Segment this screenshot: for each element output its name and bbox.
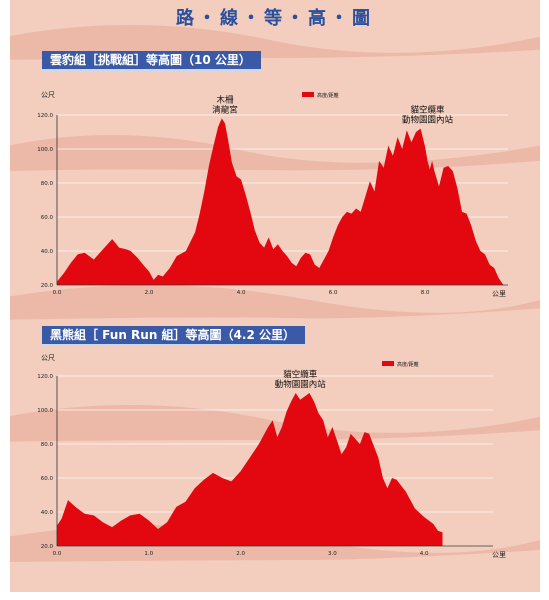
- x-tick-label: 4.0: [237, 290, 246, 296]
- y-tick-label: 100.0: [37, 408, 53, 414]
- y-tick-label: 20.0: [41, 283, 54, 289]
- y-tick-label: 100.0: [37, 147, 53, 153]
- elevation-chart-fun-run: 20.0 40.0 60.0 80.0 100.0 120.0 0.0 1.0 2.0 3.0 4.…: [37, 354, 506, 559]
- annotation-label: 木柵: [216, 94, 234, 105]
- x-tick-label: 3.0: [328, 551, 337, 557]
- x-tick-label: 2.0: [145, 290, 154, 296]
- y-tick-label: 60.0: [41, 215, 54, 221]
- y-tick-label: 60.0: [41, 476, 54, 482]
- legend-label: 高度/距離: [397, 361, 419, 368]
- x-axis-label: 公里: [492, 290, 506, 298]
- y-tick-label: 120.0: [37, 113, 53, 119]
- elevation-area: [57, 393, 443, 546]
- y-tick-label: 40.0: [41, 249, 54, 255]
- page-title: 路・線・等・高・圖: [176, 8, 374, 29]
- y-axis-label: 公尺: [41, 91, 55, 99]
- y-tick-label: 40.0: [41, 510, 54, 516]
- y-tick-label: 120.0: [37, 374, 53, 380]
- annotation-label: 清龍宮: [212, 104, 238, 115]
- elevation-chart-challenge: 20.0 40.0 60.0 80.0 100.0 120.0 0.0 2.0 4.0 6.0 8.…: [37, 91, 508, 298]
- elevation-area: [57, 118, 508, 286]
- section-banner-fun-run: 黑熊組［ Fun Run 組］等高圖（4.2 公里）: [42, 326, 305, 346]
- section-banner-challenge: 雲豹組［挑戰組］等高圖（10 公里）: [42, 51, 261, 71]
- x-tick-label: 4.0: [420, 551, 429, 557]
- x-tick-label: 1.0: [144, 551, 153, 557]
- x-axis-label: 公里: [492, 551, 506, 559]
- x-tick-label: 2.0: [236, 551, 245, 557]
- y-tick-label: 80.0: [41, 181, 54, 187]
- annotation-label: 動物園園內站: [275, 379, 327, 390]
- x-tick-label: 0.0: [53, 551, 62, 557]
- y-axis-label: 公尺: [41, 354, 55, 362]
- annotation-label: 動物園園內站: [402, 115, 454, 126]
- x-tick-label: 0.0: [53, 290, 62, 296]
- legend-swatch: [382, 361, 394, 366]
- y-tick-label: 80.0: [41, 442, 54, 448]
- annotation-label: 貓空纜車: [283, 369, 318, 380]
- y-tick-label: 20.0: [41, 544, 54, 550]
- legend-label: 高度/距離: [317, 92, 339, 99]
- legend-swatch: [302, 92, 314, 97]
- x-tick-label: 8.0: [421, 290, 430, 296]
- annotation-label: 貓空纜車: [410, 105, 445, 116]
- poster-panel: 路・線・等・高・圖 雲豹組［挑戰組］等高圖（10 公里） 20.0 40.0 60.…: [10, 0, 540, 592]
- x-tick-label: 6.0: [329, 290, 338, 296]
